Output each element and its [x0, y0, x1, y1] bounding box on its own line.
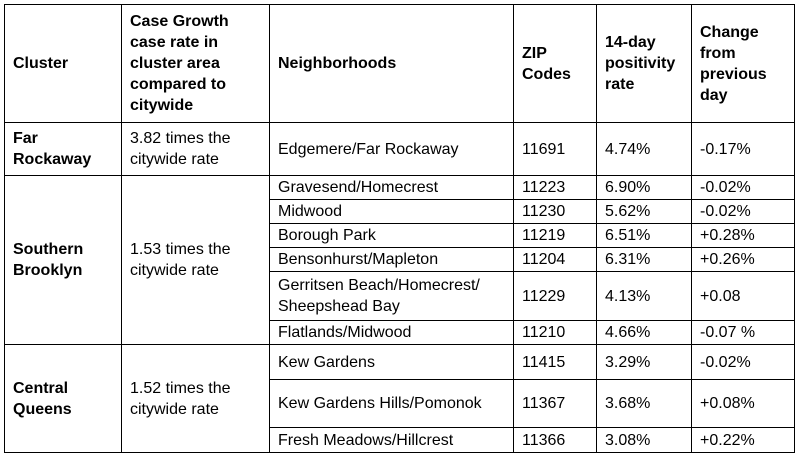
rate-cell: 3.29%	[596, 344, 692, 380]
change-cell: -0.07 %	[691, 320, 795, 345]
cluster-name: Southern Brooklyn	[4, 175, 122, 345]
neighborhood-cell: Midwood	[269, 199, 514, 224]
header-neighborhoods: Neighborhoods	[269, 4, 514, 123]
cluster-growth: 1.52 times the citywide rate	[121, 344, 270, 453]
cluster-growth: 1.53 times the citywide rate	[121, 175, 270, 345]
table-row: Midwood 11230 5.62% -0.02%	[5, 199, 795, 224]
zip-cell: 11204	[513, 247, 597, 272]
change-cell: -0.02%	[691, 344, 795, 380]
rate-cell: 3.68%	[596, 379, 692, 428]
change-cell: +0.22%	[691, 427, 795, 453]
table-row: Kew Gardens Hills/Pomonok 11367 3.68% +0…	[5, 379, 795, 428]
zip-cell: 11210	[513, 320, 597, 345]
neighborhood-cell: Fresh Meadows/Hillcrest	[269, 427, 514, 453]
table-row: Borough Park 11219 6.51% +0.28%	[5, 223, 795, 248]
header-case-growth: Case Growth case rate in cluster area co…	[121, 4, 270, 123]
cluster-growth: 3.82 times the citywide rate	[121, 122, 270, 176]
neighborhood-cell: Kew Gardens	[269, 344, 514, 380]
rate-cell: 4.66%	[596, 320, 692, 345]
table-row: Southern Brooklyn 1.53 times the citywid…	[4, 175, 795, 345]
change-cell: -0.02%	[691, 175, 795, 200]
change-cell: +0.28%	[691, 223, 795, 248]
rate-cell: 6.51%	[596, 223, 692, 248]
rate-cell: 4.13%	[596, 271, 692, 321]
rate-cell: 6.31%	[596, 247, 692, 272]
zip-cell: 11691	[513, 122, 597, 176]
zip-cell: 11229	[513, 271, 597, 321]
neighborhood-cell: Bensonhurst/Mapleton	[269, 247, 514, 272]
zip-cell: 11366	[513, 427, 597, 453]
rate-cell: 4.74%	[596, 122, 692, 176]
change-cell: +0.08%	[691, 379, 795, 428]
neighborhood-cell: Gerritsen Beach/Homecrest/ Sheepshead Ba…	[269, 271, 514, 321]
cluster-name: Far Rockaway	[4, 122, 122, 176]
neighborhood-cell: Borough Park	[269, 223, 514, 248]
header-cluster: Cluster	[4, 4, 122, 123]
rate-cell: 5.62%	[596, 199, 692, 224]
change-cell: +0.08	[691, 271, 795, 321]
cluster-name: Central Queens	[4, 344, 122, 453]
table-row: Far Rockaway 3.82 times the citywide rat…	[4, 122, 795, 176]
zip-cell: 11415	[513, 344, 597, 380]
header-zip-codes: ZIP Codes	[513, 4, 597, 123]
table-row: Central Queens 1.52 times the citywide r…	[4, 344, 795, 453]
neighborhood-cell: Flatlands/Midwood	[269, 320, 514, 345]
neighborhood-cell: Edgemere/Far Rockaway	[269, 122, 514, 176]
header-positivity-rate: 14-day positivity rate	[596, 4, 692, 123]
rate-cell: 3.08%	[596, 427, 692, 453]
change-cell: -0.17%	[691, 122, 795, 176]
zip-cell: 11367	[513, 379, 597, 428]
zip-cell: 11230	[513, 199, 597, 224]
change-cell: -0.02%	[691, 199, 795, 224]
neighborhood-cell: Kew Gardens Hills/Pomonok	[269, 379, 514, 428]
rate-cell: 6.90%	[596, 175, 692, 200]
cluster-positivity-table: Cluster Case Growth case rate in cluster…	[4, 4, 795, 453]
table-row: Fresh Meadows/Hillcrest 11366 3.08% +0.2…	[5, 427, 795, 453]
header-change: Change from previous day	[691, 4, 795, 123]
change-cell: +0.26%	[691, 247, 795, 272]
zip-cell: 11223	[513, 175, 597, 200]
table-row: Flatlands/Midwood 11210 4.66% -0.07 %	[5, 320, 795, 345]
header-row: Cluster Case Growth case rate in cluster…	[4, 4, 795, 123]
zip-cell: 11219	[513, 223, 597, 248]
neighborhood-cell: Gravesend/Homecrest	[269, 175, 514, 200]
